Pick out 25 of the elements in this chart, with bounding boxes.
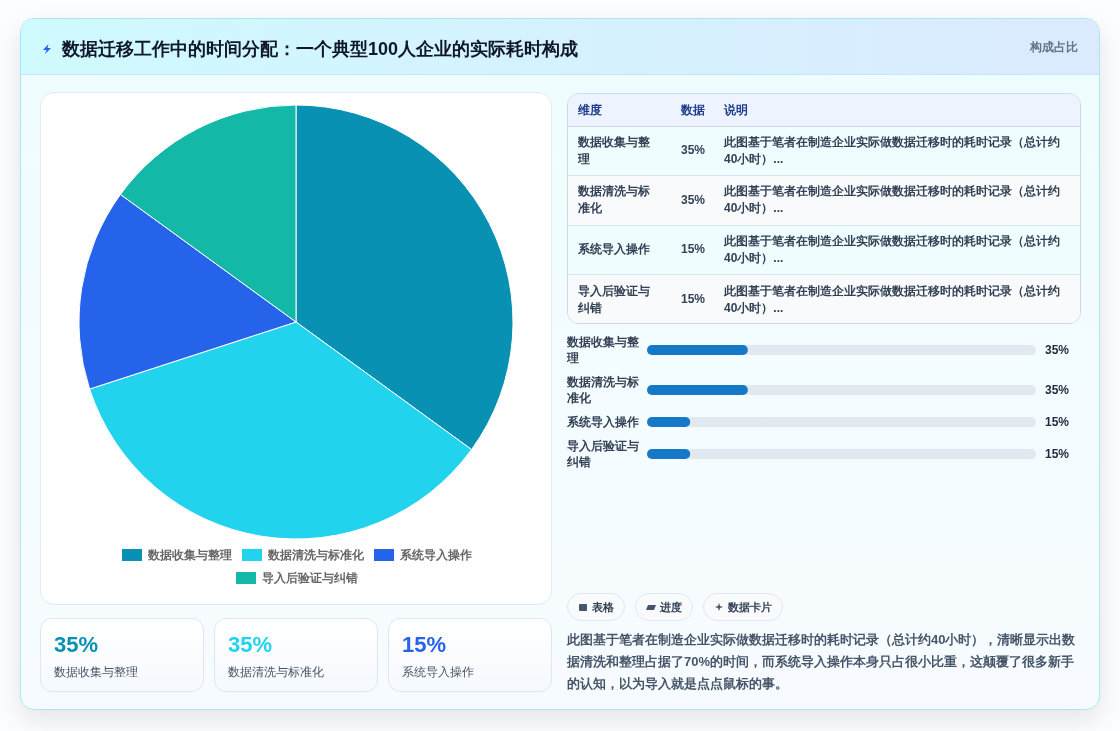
text: 构成占比 [1030,39,1078,55]
text: 15% [402,632,447,657]
data-label: 15% [1045,446,1070,462]
text: 此图基于笔者在制造企业实际做数据迁移时的耗时记录（总计约40小时），清晰显示出数据清洗和整理占据了70%的时间，而系统导入操作本身只占很小比重，这颠覆了很多新手的认知，以为导入就是点点鼠标的事。 [567,631,1077,693]
text: 35% [54,632,99,657]
y-tick-label: 数据清洗与标准化 [567,374,640,406]
y-tick-label: 系统导入操作 [567,414,640,430]
table-header-row: 维度 数据 说明 [568,94,1080,126]
data-label: 35% [1045,342,1070,358]
chart-title: 数据迁移工作中的时间分配：一个典型100人企业的实际耗时构成 [62,38,579,61]
legend-label: 导入后验证与纠错 [262,569,358,586]
text: 表格 [592,600,614,614]
category-label: 系统导入操作 [402,664,474,680]
category-label: 数据收集与整理 [54,664,138,680]
legend-label: 数据收集与整理 [148,546,232,563]
data-label: 35% [1045,382,1070,398]
y-tick-label: 数据收集与整理 [567,334,640,366]
data-label: 15% [1045,414,1070,430]
text: 35% [228,632,273,657]
text: 数据卡片 [728,600,772,614]
y-tick-label: 导入后验证与纠错 [567,438,640,470]
legend-label: 系统导入操作 [400,546,472,563]
legend-label: 数据清洗与标准化 [268,546,364,563]
category-label: 数据清洗与标准化 [228,664,324,680]
text: 进度 [660,600,682,614]
